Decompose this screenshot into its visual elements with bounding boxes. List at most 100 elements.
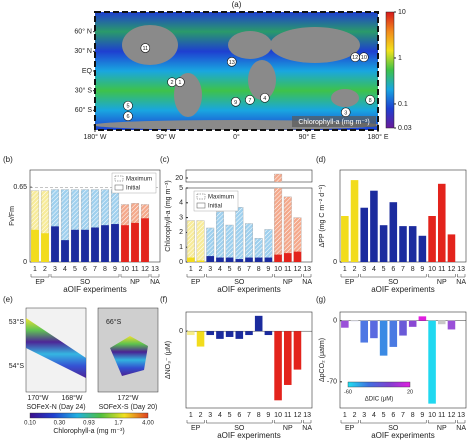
x-tick-label: 90° W: [156, 133, 176, 141]
colorbar: [29, 412, 149, 419]
panel-label: (d): [316, 155, 326, 164]
x-tick-label: 2: [353, 266, 357, 273]
group-label: NA: [302, 425, 312, 432]
bar: [196, 260, 205, 262]
y-tick-label: 4: [179, 200, 183, 207]
x-tick-label: 5: [382, 412, 386, 419]
colorbar: [385, 11, 395, 129]
site-marker: [245, 95, 255, 105]
bar: [408, 320, 417, 327]
x-tick-label: 6: [391, 266, 395, 273]
bar: [341, 320, 349, 328]
x-tick-label: 4: [63, 266, 67, 273]
x-tick-label: 5: [228, 412, 232, 419]
x-axis-label: aOIF experiments: [217, 285, 281, 294]
bar: [91, 227, 99, 262]
group-label: NP: [283, 425, 293, 432]
group-bracket: [186, 420, 205, 424]
bar: [437, 183, 446, 262]
bar: [245, 257, 253, 262]
x-tick-label: 90° E: [299, 133, 317, 141]
panel-label: (g): [316, 295, 326, 304]
group-bracket: [360, 274, 427, 278]
bar: [283, 253, 292, 262]
site-marker: [365, 95, 375, 105]
bar: [379, 320, 388, 356]
bar: [283, 331, 292, 385]
x-tick-label: 2: [199, 266, 203, 273]
group-bracket: [273, 274, 302, 278]
x-tick-label: 8: [411, 266, 415, 273]
x-tick-label: 7: [247, 266, 251, 273]
bar: [31, 229, 39, 262]
bar: [225, 224, 234, 263]
group-bracket: [50, 274, 120, 278]
group-label: EP: [345, 279, 355, 286]
y-tick-label: 2: [179, 229, 183, 236]
x-tick-label: 10: [274, 412, 282, 419]
x-tick-label: 6: [237, 266, 241, 273]
y-tick-label: 0: [23, 259, 27, 266]
lon-label: 168°W: [61, 394, 82, 402]
bar: [293, 331, 302, 370]
bar: [51, 226, 59, 262]
bar: [293, 251, 302, 262]
site-label: 7: [248, 98, 251, 104]
y-axis-label: ΔNO₃⁻ (μM): [165, 341, 172, 379]
x-tick-label: 13: [457, 266, 465, 273]
y-axis-label: Fv/Fm: [9, 206, 16, 226]
x-tick-label: 12: [141, 266, 149, 273]
x-tick-label: 13: [151, 266, 159, 273]
group-label: NP: [437, 279, 447, 286]
x-tick-label: 9: [266, 412, 270, 419]
bar: [254, 315, 263, 332]
x-axis-label: aOIF experiments: [63, 285, 127, 294]
group-bracket: [427, 420, 456, 424]
x-tick-label: 2: [43, 266, 47, 273]
x-tick-label: 4: [218, 412, 222, 419]
x-tick-label: 0°: [233, 133, 240, 141]
bar: [447, 234, 456, 262]
chlorophyll-patch: [26, 318, 86, 378]
x-tick-label: 11: [438, 266, 445, 273]
colorbar-label: 0.30: [54, 421, 66, 427]
x-tick-label: 6: [391, 412, 395, 419]
site-label: 13: [229, 60, 235, 66]
continent: [270, 27, 360, 63]
bar: [274, 173, 283, 263]
x-tick-label: 12: [294, 266, 302, 273]
x-tick-label: 13: [303, 266, 311, 273]
site-marker: [123, 111, 133, 122]
bar: [264, 257, 273, 262]
site-marker: [359, 52, 369, 63]
y-axis-label: Chlorophyll-a (mg m⁻³): [165, 180, 172, 251]
x-tick-label: 4: [372, 412, 376, 419]
x-axis-label: aOIF experiments: [371, 431, 435, 440]
y-tick-label: 60° N: [74, 28, 92, 36]
y-tick-label: 60° S: [75, 106, 93, 114]
map-caption: Chlorophyll-a (mg m⁻³): [298, 119, 369, 126]
bar: [389, 320, 398, 347]
x-tick-label: 3: [208, 266, 212, 273]
site-marker: [259, 93, 270, 103]
y-tick-label: -70: [327, 379, 337, 386]
bar: [437, 320, 446, 325]
y-tick-label: 0: [179, 328, 183, 335]
site-marker: [230, 97, 241, 107]
panel-label: (f): [160, 295, 168, 304]
group-bracket: [303, 420, 312, 424]
bar: [186, 220, 195, 263]
plot-frame-upper: [185, 169, 313, 183]
x-tick-label: 8: [411, 412, 415, 419]
legend-label: Initial: [126, 186, 140, 192]
y-tick-label: 1: [179, 244, 183, 251]
continent: [228, 31, 272, 59]
site-marker: [175, 77, 185, 87]
group-bracket: [206, 420, 273, 424]
group-label: NP: [130, 279, 140, 286]
bar: [245, 331, 253, 336]
lon-label: 170°W: [27, 394, 48, 402]
y-tick-label: EQ: [82, 68, 93, 75]
x-tick-label: 9: [266, 266, 270, 273]
